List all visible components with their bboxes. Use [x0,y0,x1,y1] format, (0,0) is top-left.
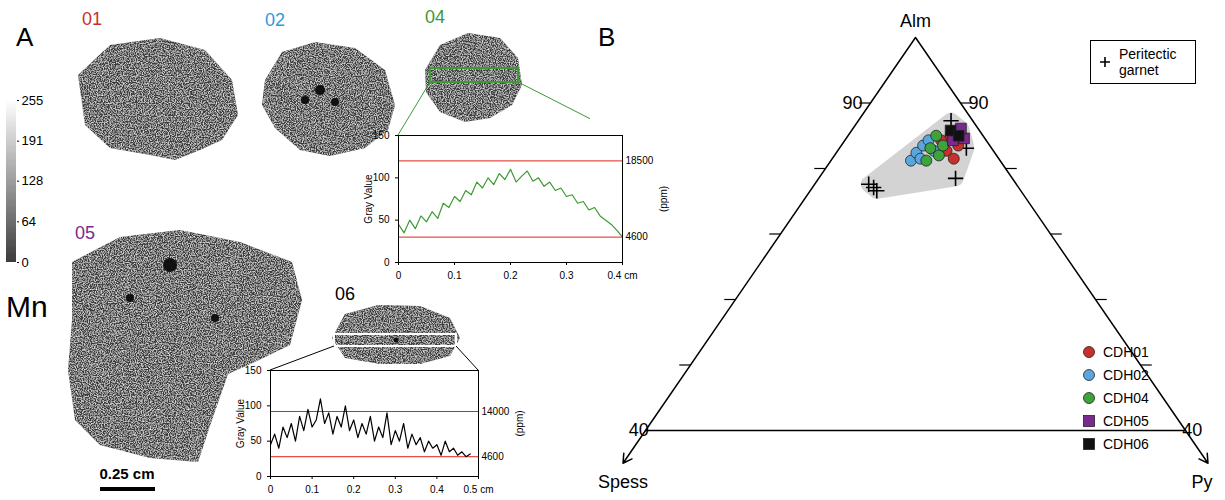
html-text:CDH06: CDH06 [1103,435,1149,452]
svg-text:(ppm): (ppm) [514,410,525,436]
svg-text:Spess: Spess [598,472,648,492]
svg-text:90: 90 [968,93,988,113]
svg-text:191: 191 [22,133,44,148]
html-text:Mn: Mn [6,290,48,323]
svg-text:0: 0 [384,257,390,268]
svg-text:0.25 cm: 0.25 cm [99,465,154,482]
svg-text:0.4: 0.4 [430,484,444,495]
html-text:01: 01 [82,9,102,29]
svg-text:14000: 14000 [482,406,510,417]
svg-text:0.1: 0.1 [305,484,319,495]
svg-text:40: 40 [1182,420,1202,440]
svg-text:0: 0 [396,270,402,281]
svg-text:0.5 cm: 0.5 cm [463,484,493,495]
svg-text:0: 0 [22,255,29,270]
svg-text:0.2: 0.2 [347,484,361,495]
html-text:A: A [16,22,34,52]
html-text:02: 02 [265,10,285,30]
html-text:CDH04: CDH04 [1103,389,1149,406]
svg-text:4600: 4600 [626,231,649,242]
html-text:Peritectic garnet: Peritectic garnet [1119,46,1177,79]
svg-text:255: 255 [22,93,44,108]
html-text:06: 06 [335,284,355,304]
svg-text:4600: 4600 [482,451,505,462]
html-text:B: B [598,22,616,52]
svg-text:0: 0 [268,484,274,495]
svg-text:0.4 cm: 0.4 cm [607,270,637,281]
svg-text:64: 64 [22,214,36,229]
svg-text:50: 50 [250,435,262,446]
svg-text:Py: Py [1191,472,1212,492]
svg-text:90: 90 [842,93,862,113]
svg-text:0.2: 0.2 [504,270,518,281]
svg-text:100: 100 [245,400,262,411]
svg-text:18500: 18500 [626,155,654,166]
html-text:CDH01: CDH01 [1103,343,1149,360]
html-text:04: 04 [425,7,445,27]
html-text:05: 05 [75,223,95,243]
svg-text:50: 50 [378,214,390,225]
svg-text:Gray Value: Gray Value [235,398,246,448]
svg-text:150: 150 [245,365,262,376]
svg-text:150: 150 [373,130,390,141]
svg-text:0.3: 0.3 [560,270,574,281]
svg-text:100: 100 [373,172,390,183]
svg-text:Gray Value: Gray Value [363,174,374,224]
html-text:CDH05: CDH05 [1103,412,1149,429]
svg-text:40: 40 [629,420,649,440]
svg-text:(ppm): (ppm) [658,186,669,212]
svg-text:0: 0 [256,471,262,482]
svg-text:128: 128 [22,173,44,188]
html-text:CDH02: CDH02 [1103,366,1149,383]
svg-text:0.3: 0.3 [388,484,402,495]
svg-text:Alm: Alm [900,11,931,31]
svg-text:0.1: 0.1 [448,270,462,281]
